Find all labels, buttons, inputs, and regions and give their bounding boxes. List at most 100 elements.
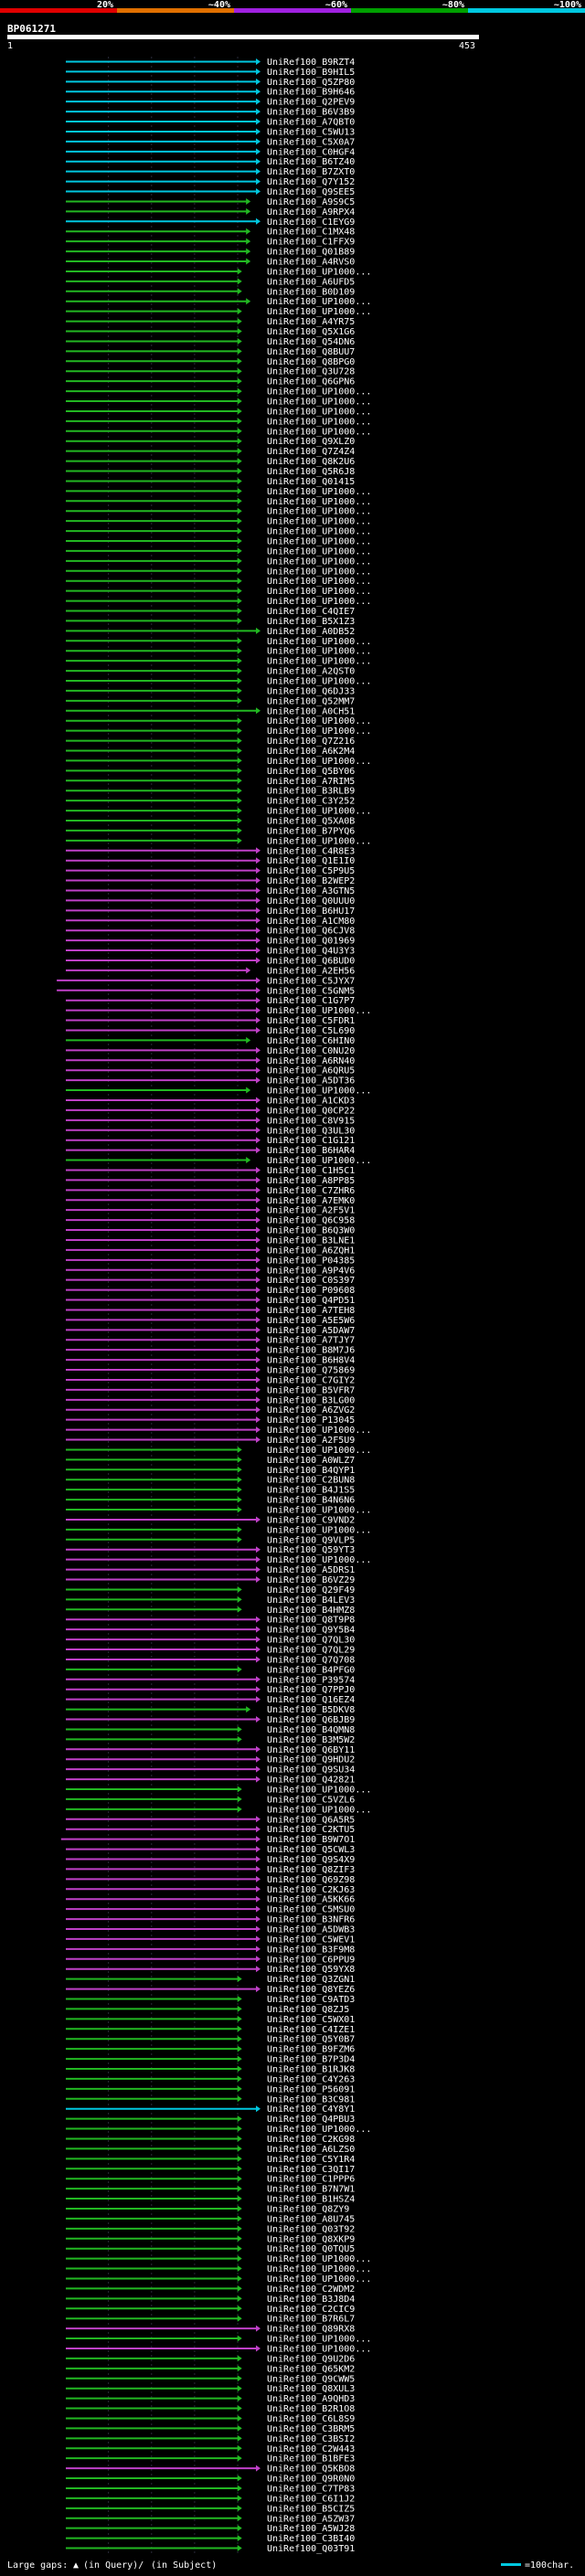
hit-row[interactable]: UniRef100_Q03T92: [66, 2224, 355, 2234]
hit-row[interactable]: UniRef100_C7GIY2: [66, 1375, 355, 1385]
hit-row[interactable]: UniRef100_C2KJ63: [66, 1885, 355, 1895]
hit-label[interactable]: UniRef100_Q7Z216: [267, 737, 355, 747]
hit-row[interactable]: UniRef100_A5DT36: [66, 1076, 355, 1087]
hit-label[interactable]: UniRef100_A8PP85: [267, 1176, 355, 1186]
hit-label[interactable]: UniRef100_A5ZW37: [267, 2514, 355, 2524]
hit-row[interactable]: UniRef100_Q16EZ4: [66, 1695, 355, 1705]
hit-row[interactable]: UniRef100_C0S397: [66, 1276, 355, 1286]
hit-row[interactable]: UniRef100_Q6CJV8: [66, 927, 355, 937]
hit-row[interactable]: UniRef100_C1FFX9: [66, 238, 355, 248]
hit-label[interactable]: UniRef100_Q42821: [267, 1776, 355, 1786]
hit-row[interactable]: UniRef100_C5VZL6: [66, 1795, 355, 1805]
hit-label[interactable]: UniRef100_Q6GPN6: [267, 377, 355, 387]
hit-row[interactable]: UniRef100_Q9HDU2: [66, 1755, 355, 1765]
hit-row[interactable]: UniRef100_B2WEP2: [66, 876, 355, 886]
hit-label[interactable]: UniRef100_B3J8D4: [267, 2295, 355, 2305]
hit-row[interactable]: UniRef100_UP1000...: [66, 2274, 371, 2284]
hit-row[interactable]: UniRef100_C3QI17: [66, 2165, 355, 2175]
hit-label[interactable]: UniRef100_Q4U3Y3: [267, 947, 355, 957]
hit-label[interactable]: UniRef100_A7RIM5: [267, 777, 355, 787]
hit-row[interactable]: UniRef100_C1MX48: [66, 228, 355, 238]
hit-row[interactable]: UniRef100_C3BI40: [66, 2534, 355, 2544]
hit-row[interactable]: UniRef100_A2QST0: [66, 667, 355, 677]
hit-row[interactable]: UniRef100_C2KTU5: [66, 1825, 355, 1835]
hit-label[interactable]: UniRef100_C1MX48: [267, 228, 355, 238]
hit-row[interactable]: UniRef100_B3C981: [66, 2094, 355, 2104]
hit-label[interactable]: UniRef100_C4IZE1: [267, 2025, 355, 2035]
hit-row[interactable]: UniRef100_C5Y1R4: [66, 2155, 355, 2165]
hit-label[interactable]: UniRef100_C5P9U5: [267, 866, 355, 876]
hit-label[interactable]: UniRef100_UP1000...: [267, 407, 371, 417]
hit-label[interactable]: UniRef100_UP1000...: [267, 587, 371, 597]
hit-label[interactable]: UniRef100_C2BUN8: [267, 1476, 355, 1486]
hit-row[interactable]: UniRef100_UP1000...: [66, 1156, 371, 1166]
hit-label[interactable]: UniRef100_C4QIE7: [267, 607, 355, 617]
hit-label[interactable]: UniRef100_P09608: [267, 1286, 355, 1296]
hit-label[interactable]: UniRef100_Q03T91: [267, 2544, 355, 2554]
hit-label[interactable]: UniRef100_Q8BUU7: [267, 347, 355, 357]
hit-label[interactable]: UniRef100_UP1000...: [267, 427, 371, 437]
hit-row[interactable]: UniRef100_C7ZHR6: [66, 1186, 355, 1196]
hit-label[interactable]: UniRef100_C5JYX7: [267, 976, 355, 986]
hit-row[interactable]: UniRef100_UP1000...: [66, 307, 371, 317]
hit-label[interactable]: UniRef100_UP1000...: [267, 1525, 371, 1535]
hit-label[interactable]: UniRef100_UP1000...: [267, 2264, 371, 2274]
hit-row[interactable]: UniRef100_Q4U3Y3: [66, 947, 355, 957]
hit-row[interactable]: UniRef100_C9ATD3: [66, 1995, 355, 2005]
hit-label[interactable]: UniRef100_UP1000...: [267, 417, 371, 427]
hit-row[interactable]: UniRef100_B9HIL5: [66, 68, 355, 78]
hit-row[interactable]: UniRef100_UP1000...: [66, 427, 371, 437]
hit-row[interactable]: UniRef100_C2W443: [66, 2444, 355, 2454]
hit-row[interactable]: UniRef100_B5CIZ5: [66, 2504, 355, 2514]
hit-row[interactable]: UniRef100_Q4PBU3: [66, 2115, 355, 2125]
hit-label[interactable]: UniRef100_A5DAW7: [267, 1326, 355, 1336]
hit-row[interactable]: UniRef100_Q42821: [66, 1776, 355, 1786]
hit-label[interactable]: UniRef100_B4PFG0: [267, 1665, 355, 1675]
hit-label[interactable]: UniRef100_B5VFR7: [267, 1385, 355, 1395]
hit-label[interactable]: UniRef100_Q8YEZ6: [267, 1985, 355, 1995]
hit-row[interactable]: UniRef100_Q6BUD0: [66, 956, 355, 966]
hit-label[interactable]: UniRef100_Q8ZY9: [267, 2204, 349, 2214]
hit-row[interactable]: UniRef100_Q8ZY9: [66, 2204, 349, 2214]
hit-label[interactable]: UniRef100_B4J1S5: [267, 1486, 355, 1496]
hit-row[interactable]: UniRef100_UP1000...: [66, 2335, 371, 2345]
hit-row[interactable]: UniRef100_B6Q3W0: [66, 1226, 355, 1236]
hit-label[interactable]: UniRef100_B6VZ29: [267, 1575, 355, 1585]
hit-label[interactable]: UniRef100_Q52MM7: [267, 696, 355, 706]
hit-row[interactable]: UniRef100_Q7Z4Z4: [66, 447, 355, 457]
hit-label[interactable]: UniRef100_A2EH56: [267, 966, 355, 976]
hit-label[interactable]: UniRef100_UP1000...: [267, 537, 371, 547]
hit-row[interactable]: UniRef100_B5X1Z3: [66, 617, 355, 627]
hit-label[interactable]: UniRef100_UP1000...: [267, 1506, 371, 1516]
hit-label[interactable]: UniRef100_UP1000...: [267, 716, 371, 726]
hit-row[interactable]: UniRef100_A7TJY7: [66, 1336, 355, 1346]
hit-label[interactable]: UniRef100_Q6C958: [267, 1216, 355, 1226]
hit-row[interactable]: UniRef100_A2F5V1: [66, 1206, 355, 1216]
hit-label[interactable]: UniRef100_C5X0A7: [267, 137, 355, 147]
hit-label[interactable]: UniRef100_A0CH51: [267, 706, 355, 716]
hit-label[interactable]: UniRef100_UP1000...: [267, 1426, 371, 1436]
hit-label[interactable]: UniRef100_Q5BY06: [267, 767, 355, 777]
hit-row[interactable]: UniRef100_A5DRS1: [66, 1565, 355, 1575]
hit-label[interactable]: UniRef100_A7TJY7: [267, 1336, 355, 1346]
hit-row[interactable]: UniRef100_Q9CWW5: [66, 2374, 355, 2384]
hit-row[interactable]: UniRef100_UP1000...: [66, 407, 371, 417]
hit-label[interactable]: UniRef100_B3M5W2: [267, 1735, 355, 1745]
hit-row[interactable]: UniRef100_UP1000...: [66, 647, 371, 657]
hit-label[interactable]: UniRef100_P56091: [267, 2084, 355, 2094]
hit-label[interactable]: UniRef100_A5E5W6: [267, 1316, 355, 1326]
hit-label[interactable]: UniRef100_Q7QL30: [267, 1636, 355, 1646]
hit-row[interactable]: UniRef100_C5X0A7: [66, 137, 355, 147]
hit-label[interactable]: UniRef100_A5WJ28: [267, 2524, 355, 2534]
hit-label[interactable]: UniRef100_Q9CWW5: [267, 2374, 355, 2384]
hit-label[interactable]: UniRef100_B6Q3W0: [267, 1226, 355, 1236]
hit-label[interactable]: UniRef100_C2W443: [267, 2444, 355, 2454]
hit-row[interactable]: UniRef100_C1G7P7: [66, 996, 355, 1006]
hit-label[interactable]: UniRef100_C1PPP6: [267, 2175, 355, 2185]
hit-row[interactable]: UniRef100_C6I1J2: [66, 2494, 355, 2504]
hit-label[interactable]: UniRef100_Q5Y0B7: [267, 2035, 355, 2045]
hit-label[interactable]: UniRef100_A2QST0: [267, 667, 355, 677]
hit-row[interactable]: UniRef100_B8M7J6: [66, 1346, 355, 1356]
hit-label[interactable]: UniRef100_Q8XKP9: [267, 2234, 355, 2244]
hit-label[interactable]: UniRef100_Q59YX8: [267, 1965, 355, 1975]
